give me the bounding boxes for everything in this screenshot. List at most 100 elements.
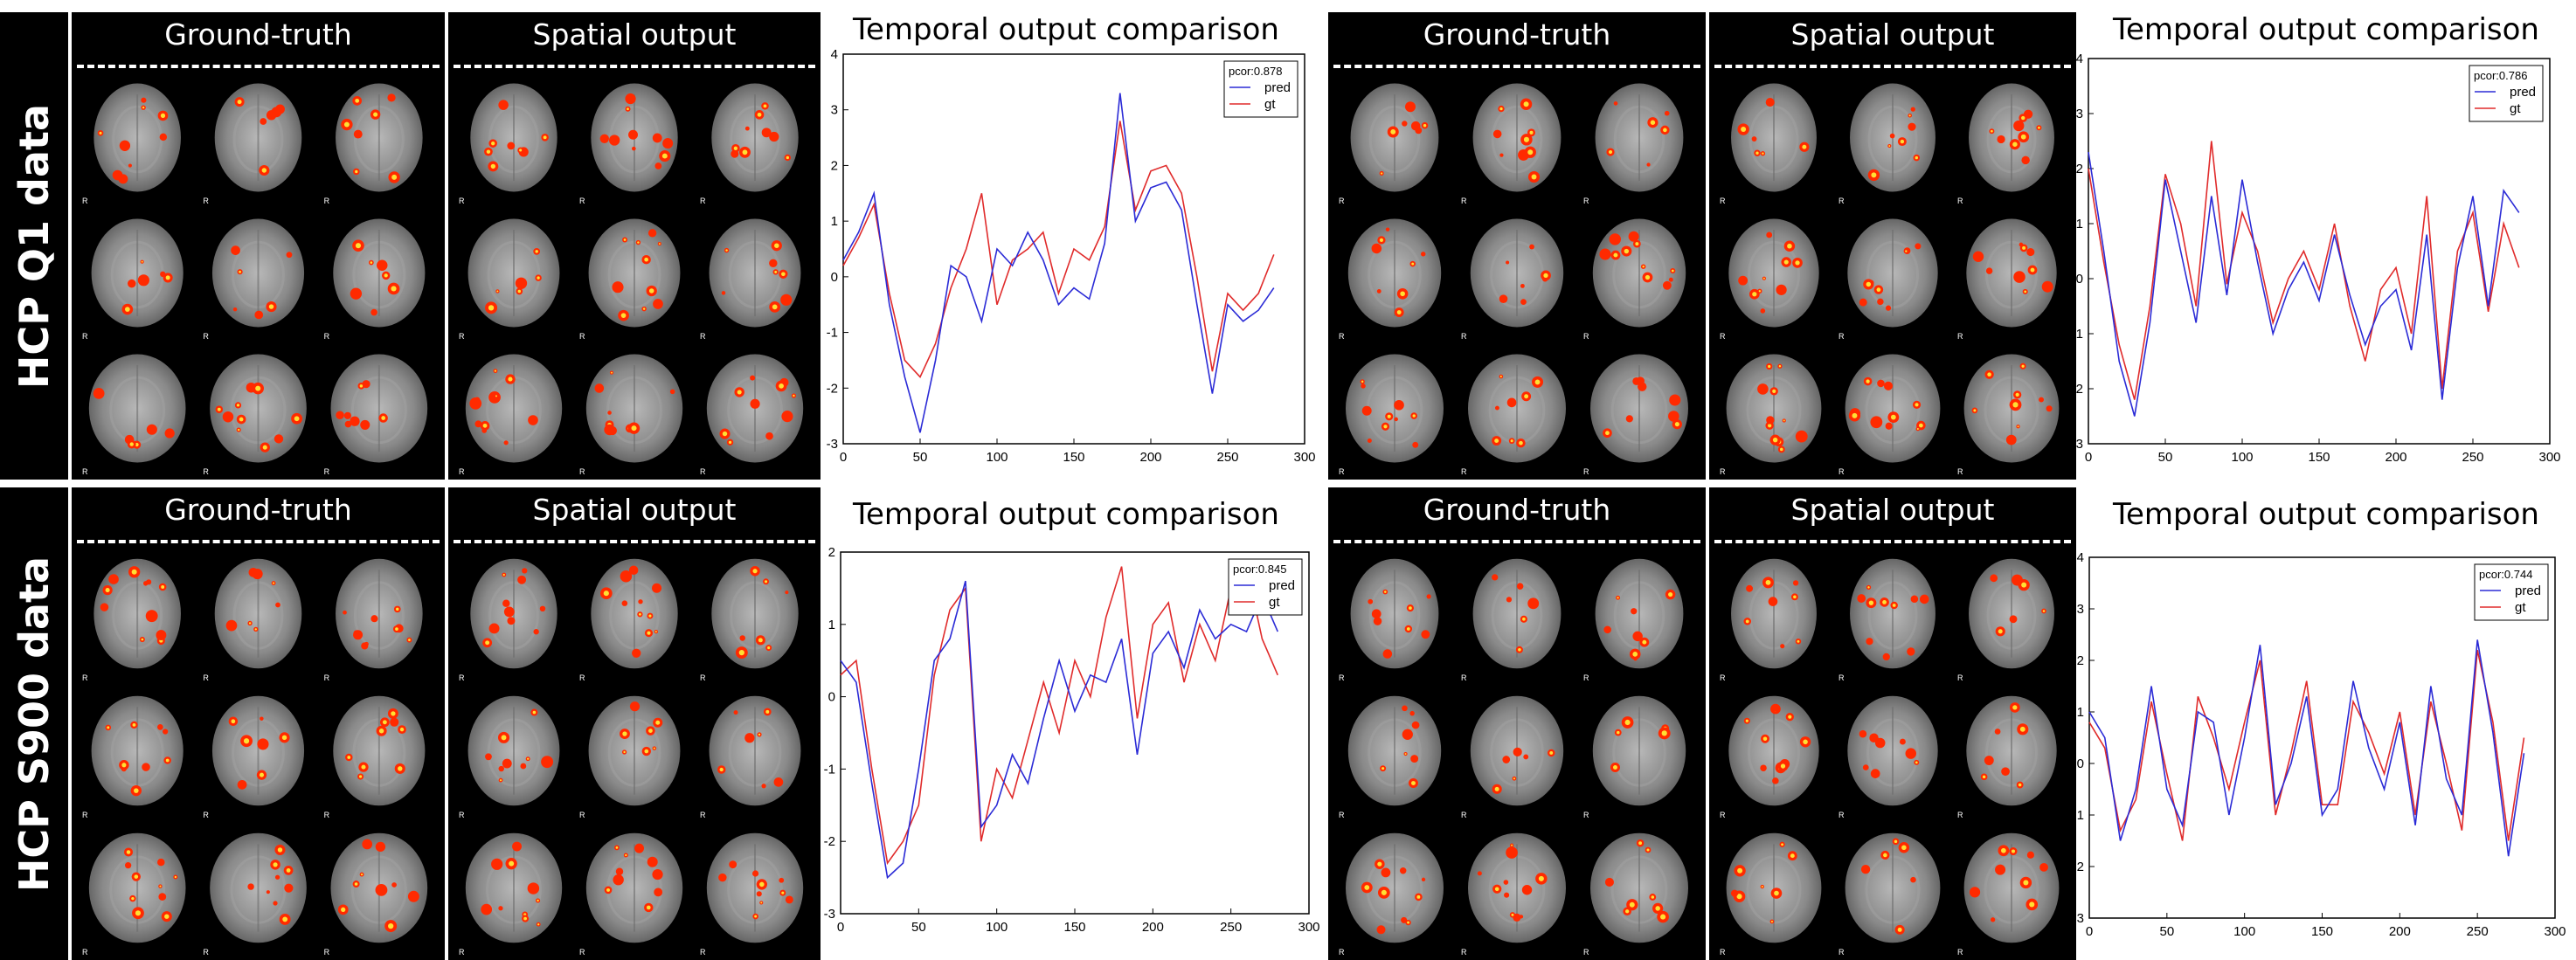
x-tick-label: 100: [2233, 924, 2255, 939]
brain-slice: R: [1339, 354, 1444, 476]
slice-orientation-marker: R: [1839, 332, 1845, 341]
divider-line: [454, 540, 815, 543]
y-tick-label: 4: [831, 47, 838, 62]
slice-orientation-marker: R: [1339, 197, 1345, 205]
x-tick-label: 100: [2231, 450, 2253, 465]
brain-slice: R: [579, 83, 678, 205]
x-tick-label: 250: [2462, 450, 2483, 465]
brain-slice: R: [1339, 558, 1439, 682]
brain-slice: R: [1720, 83, 1817, 205]
slice-orientation-marker: R: [1583, 467, 1589, 476]
spatial-output-panel: R R R R R R R R R Spatial output: [1709, 487, 2076, 960]
temporal-chart-s900-left: Temporal output comparison 0 50 100 150 200 2…: [804, 480, 1328, 960]
slice-orientation-marker: R: [203, 197, 209, 205]
legend-label-pred: pred: [2510, 85, 2536, 100]
slice-orientation-marker: R: [1839, 811, 1845, 819]
y-tick-label: -2: [2072, 382, 2083, 397]
spatial-output-panel: R R R R R R R R R Spatial output: [448, 487, 821, 960]
brain-slice: R: [82, 354, 186, 476]
y-tick-label: -3: [827, 437, 838, 452]
y-tick-label: -2: [827, 381, 838, 396]
brain-slice: R: [324, 695, 426, 819]
brain-slice: R: [82, 558, 181, 682]
brain-slice: R: [700, 832, 804, 957]
y-tick-label: -3: [824, 907, 835, 922]
x-tick-label: 300: [1298, 920, 1319, 935]
slice-orientation-marker: R: [459, 673, 465, 682]
slice-orientation-marker: R: [1461, 948, 1467, 957]
brain-slice: R: [1839, 218, 1938, 341]
brain-slice: R: [459, 83, 557, 205]
brain-slice: R: [82, 218, 184, 341]
legend-label-gt: gt: [2515, 600, 2526, 615]
y-tick-label: 4: [2077, 550, 2084, 565]
brain-slice: R: [203, 354, 307, 476]
panel-title: Ground-truth: [1423, 493, 1611, 527]
row-label-text: HCP Q1 data: [10, 103, 58, 389]
divider-line: [1333, 540, 1700, 543]
legend-label-pred: pred: [1264, 80, 1291, 95]
x-tick-label: 200: [1139, 450, 1161, 465]
brain-slice-grid: R R R R R R R R R: [1339, 558, 1688, 957]
y-tick-label: 4: [2076, 52, 2083, 66]
series-line-gt: [2088, 141, 2520, 400]
slice-orientation-marker: R: [203, 948, 209, 957]
brain-slice-grid: R R R R R R R R R: [1720, 83, 2060, 476]
slice-orientation-marker: R: [1957, 332, 1963, 341]
slice-orientation-marker: R: [203, 467, 209, 476]
brain-slice: R: [459, 558, 557, 682]
slice-orientation-marker: R: [203, 332, 209, 341]
slice-orientation-marker: R: [1339, 811, 1345, 819]
slice-orientation-marker: R: [82, 332, 88, 341]
slice-orientation-marker: R: [1461, 673, 1467, 682]
slice-orientation-marker: R: [1957, 673, 1963, 682]
brain-slice: R: [1583, 354, 1688, 476]
slice-orientation-marker: R: [82, 673, 88, 682]
panel-title: Spatial output: [1790, 17, 1995, 52]
brain-slice-grid: R R R R R R R R R: [82, 558, 428, 957]
slice-orientation-marker: R: [82, 948, 88, 957]
brain-slice: R: [324, 354, 428, 476]
divider-line: [454, 65, 815, 68]
slice-orientation-marker: R: [1957, 467, 1963, 476]
brain-slice: R: [1583, 558, 1684, 682]
slice-orientation-marker: R: [82, 811, 88, 819]
brain-slice: R: [1720, 558, 1817, 682]
y-tick-label: -2: [824, 834, 835, 849]
y-tick-label: 0: [831, 270, 838, 285]
brain-slice: R: [203, 83, 302, 205]
x-tick-label: 150: [1063, 920, 1085, 935]
ground-truth-panel: R R R R R R R R R Ground-truth: [72, 487, 445, 960]
y-tick-label: 3: [2076, 107, 2083, 121]
slice-orientation-marker: R: [1339, 673, 1345, 682]
y-tick-label: 2: [828, 545, 835, 560]
x-tick-label: 100: [986, 920, 1008, 935]
panel-title: Ground-truth: [164, 493, 352, 527]
brain-slice: R: [579, 695, 681, 819]
brain-slice-grid: R R R R R R R R R: [1339, 83, 1688, 476]
slice-orientation-marker: R: [1720, 467, 1726, 476]
y-tick-label: -1: [827, 326, 838, 341]
panel-title: Spatial output: [532, 493, 737, 527]
brain-slice: R: [324, 83, 423, 205]
slice-orientation-marker: R: [1339, 948, 1345, 957]
brain-slice: R: [1957, 832, 2060, 957]
y-tick-label: 1: [2076, 217, 2083, 231]
brain-slice: R: [1583, 832, 1688, 957]
legend-label-gt: gt: [2510, 101, 2521, 116]
brain-slice: R: [1583, 218, 1686, 341]
brain-slice: R: [324, 832, 428, 957]
spatial-output-panel: R R R R R R R R R Spatial output: [448, 12, 821, 480]
ground-truth-panel: R R R R R R R R R Ground-truth: [72, 12, 445, 480]
brain-slice: R: [1461, 218, 1564, 341]
chart-title: Temporal output comparison: [2113, 497, 2539, 532]
brain-slice: R: [700, 354, 804, 476]
brain-slice: R: [203, 832, 307, 957]
divider-line: [1333, 65, 1700, 68]
brain-slice: R: [459, 354, 563, 476]
chart-title: Temporal output comparison: [853, 497, 1279, 532]
slice-orientation-marker: R: [1461, 467, 1467, 476]
divider-line: [77, 65, 440, 68]
slice-orientation-marker: R: [203, 673, 209, 682]
x-tick-label: 300: [2544, 924, 2566, 939]
